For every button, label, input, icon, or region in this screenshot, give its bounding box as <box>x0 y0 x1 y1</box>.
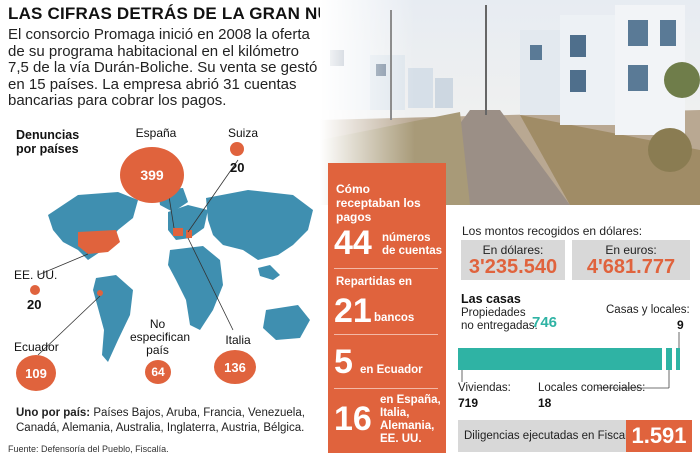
bubble-italy: 136 <box>214 350 256 384</box>
divider-2 <box>334 334 438 335</box>
label-switzerland: Suiza <box>227 126 259 140</box>
label-spain: España <box>135 126 177 140</box>
locales-bar <box>666 348 672 370</box>
abroad-banks-label: en España, Italia, Alemania, EE. UU. <box>380 394 441 445</box>
divider-1 <box>334 268 438 269</box>
viviendas-label: Viviendas: <box>458 382 511 394</box>
usa-highlight <box>78 230 120 254</box>
viviendas-bar <box>458 348 662 370</box>
bubble-unspecified: 64 <box>145 360 171 384</box>
bar-leaders <box>461 332 680 389</box>
houses-locals-bar <box>676 348 680 370</box>
ecuador-highlight <box>97 290 103 296</box>
ecuador-banks-value: 5 <box>334 343 353 381</box>
one-per-country: Uno por país: Países Bajos, Aruba, Franc… <box>16 406 316 436</box>
locales-value: 18 <box>538 396 552 410</box>
diligences-label: Diligencias ejecutadas en Fiscalía: <box>464 430 641 442</box>
payments-title: Cómo receptaban los pagos <box>336 182 421 224</box>
houses-locals-value: 9 <box>677 318 684 332</box>
usd-value: 3'235.540 <box>468 256 558 278</box>
diligences-value: 1.591 <box>626 420 692 452</box>
banks-value: 21 <box>334 292 372 330</box>
eur-label: En euros: <box>605 243 657 257</box>
source-note: Fuente: Defensoría del Pueblo, Fiscalía. <box>8 444 169 454</box>
viviendas-value: 719 <box>458 396 479 410</box>
bubble-usa <box>30 285 40 295</box>
label-unspecified: No especifican país <box>130 317 191 357</box>
label-italy: Italia <box>225 333 251 347</box>
diligences-box <box>458 420 626 452</box>
one-per-country-label: Uno por país: <box>16 407 91 419</box>
eur-value: 4'681.777 <box>586 256 676 278</box>
houses-locals-label: Casas y locales: <box>606 304 690 316</box>
abroad-banks-value: 16 <box>334 400 372 438</box>
ecuador-banks-label: en Ecuador <box>360 364 423 376</box>
value-switzerland: 20 <box>230 160 245 175</box>
label-usa: EE. UU. <box>14 268 58 282</box>
houses-title: Las casas <box>461 292 521 306</box>
divider-3 <box>334 388 438 389</box>
eur-box <box>572 240 690 280</box>
intro-text: El consorcio Promaga inició en 2008 la o… <box>8 26 318 109</box>
undelivered-value: 746 <box>532 314 558 331</box>
one-per-country-list: Países Bajos, Aruba, Francia, Venezuela,… <box>16 407 305 434</box>
value-usa: 20 <box>27 297 42 312</box>
italy-highlight <box>186 230 192 238</box>
spain-highlight <box>173 228 183 236</box>
bubble-ecuador: 109 <box>16 355 56 391</box>
banks-label: bancos <box>374 312 415 324</box>
map-section-title: Denuncias por países <box>16 128 80 156</box>
payments-panel <box>328 163 446 453</box>
accounts-value: 44 <box>334 224 372 262</box>
spread-label: Repartidas en <box>336 276 413 288</box>
label-ecuador: Ecuador <box>14 340 59 354</box>
locales-label: Locales comerciales: <box>538 382 646 394</box>
world-map <box>37 159 313 362</box>
accounts-label: números de cuentas <box>382 232 443 257</box>
bubble-switzerland <box>230 142 244 156</box>
usd-label: En dólares: <box>482 243 544 257</box>
amounts-title: Los montos recogidos en dólares: <box>462 224 643 238</box>
bubble-spain: 399 <box>120 147 184 203</box>
undelivered-label: Propiedades no entregadas: <box>461 307 538 332</box>
usd-box <box>461 240 565 280</box>
